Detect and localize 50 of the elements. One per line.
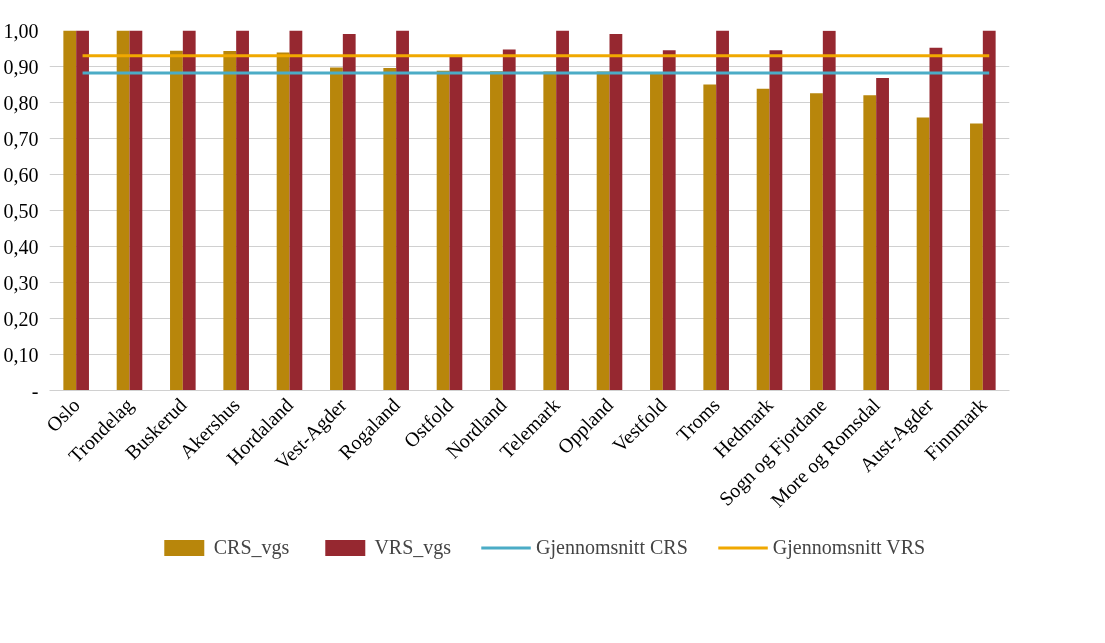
bar <box>650 71 663 391</box>
y-tick-label: 0,80 <box>3 91 39 114</box>
bar <box>223 51 237 391</box>
bar <box>929 47 943 391</box>
legend-label: Gjennomsnitt VRS <box>772 535 926 559</box>
bar <box>662 50 676 391</box>
bar <box>876 78 889 391</box>
bar <box>330 67 343 391</box>
bar <box>863 95 877 391</box>
bar <box>129 30 143 391</box>
y-tick-label: 0,70 <box>3 127 39 150</box>
bar <box>982 30 996 391</box>
bar <box>716 30 729 391</box>
y-tick-label: 0,60 <box>3 163 39 186</box>
legend-label: Gjennomsnitt CRS <box>536 535 688 559</box>
bar <box>970 123 983 391</box>
y-tick-label: 0,40 <box>3 235 39 258</box>
bar <box>769 50 783 391</box>
bar <box>596 71 610 391</box>
bar <box>276 52 290 391</box>
y-tick-label: 1,00 <box>3 19 39 42</box>
bar <box>756 88 770 391</box>
bar <box>383 67 397 391</box>
y-tick-label: 0,50 <box>3 199 39 222</box>
bar <box>502 49 516 391</box>
y-tick-label: 0,90 <box>3 55 39 78</box>
bar <box>822 30 836 391</box>
bar <box>116 30 130 391</box>
bar <box>449 55 463 391</box>
legend-label: CRS_vgs <box>213 535 290 559</box>
bar <box>76 30 89 391</box>
bar <box>396 30 409 391</box>
bar <box>810 93 823 391</box>
legend-label: VRS_vgs <box>374 535 452 559</box>
bar <box>342 34 356 391</box>
bar <box>543 71 557 391</box>
bar <box>289 30 303 391</box>
bar <box>703 84 717 391</box>
y-tick-label: 0,30 <box>3 271 39 294</box>
bar <box>182 30 196 391</box>
y-tick-label: 0,20 <box>3 307 39 330</box>
bar <box>490 71 503 391</box>
bar <box>609 34 623 391</box>
bar <box>916 117 930 391</box>
bar <box>170 50 183 391</box>
bar <box>63 30 77 391</box>
y-tick-label: - <box>31 379 39 402</box>
bar <box>556 30 569 391</box>
bar <box>236 30 249 391</box>
y-tick-label: 0,10 <box>3 343 39 366</box>
